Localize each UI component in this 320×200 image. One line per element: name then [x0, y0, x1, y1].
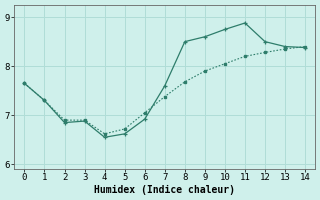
X-axis label: Humidex (Indice chaleur): Humidex (Indice chaleur)	[94, 185, 235, 195]
